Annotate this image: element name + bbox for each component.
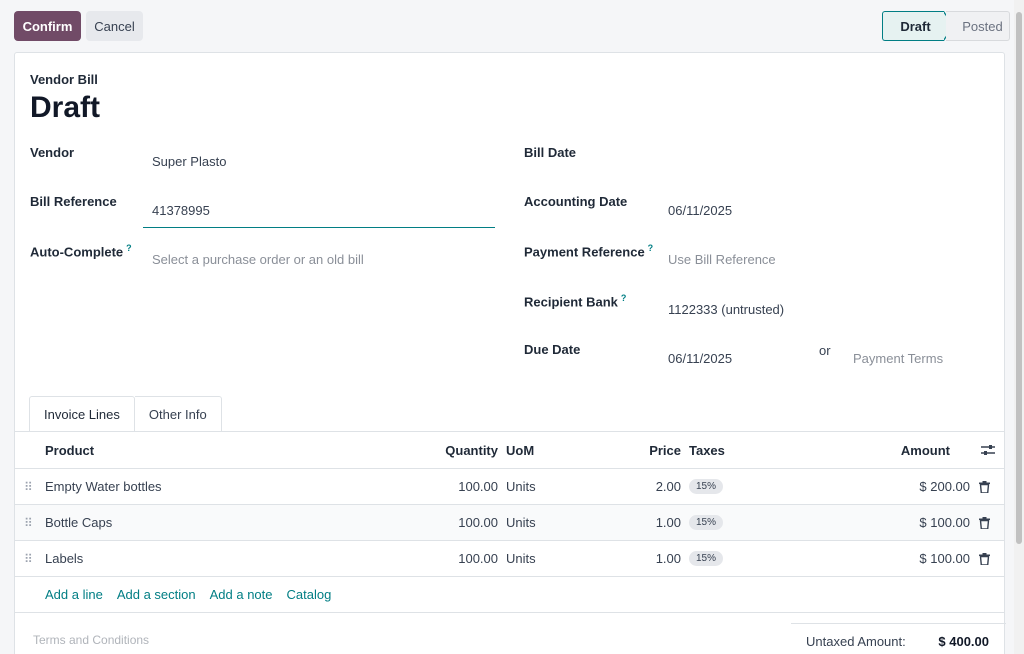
bill-reference-label: Bill Reference (30, 194, 117, 209)
drag-handle-icon[interactable]: ⠿ (24, 551, 33, 566)
row-taxes[interactable]: 15% (689, 541, 724, 576)
notebook-tabs: Invoice Lines Other Info (29, 396, 222, 432)
row-price[interactable]: 2.00 (655, 479, 681, 494)
column-header-product[interactable]: Product (45, 442, 95, 458)
recipient-bank-field[interactable]: 1122333 (untrusted) (668, 302, 785, 317)
cancel-button[interactable]: Cancel (86, 11, 143, 41)
auto-complete-field[interactable]: Select a purchase order or an old bill (152, 252, 364, 267)
drag-handle-icon[interactable]: ⠿ (24, 479, 33, 494)
column-header-price[interactable]: Price (649, 442, 681, 458)
row-price[interactable]: 1.00 (655, 551, 681, 566)
row-uom[interactable]: Units (506, 551, 536, 566)
tax-badge: 15% (689, 479, 724, 494)
column-header-uom[interactable]: UoM (506, 442, 535, 458)
due-date-field[interactable]: 06/11/2025 (668, 351, 733, 366)
payment-reference-label: Payment Reference? (524, 243, 654, 260)
untaxed-amount-label: Untaxed Amount: (806, 634, 906, 649)
bill-date-field[interactable] (668, 154, 818, 170)
column-header-amount[interactable]: Amount (900, 442, 950, 458)
help-icon[interactable]: ? (126, 243, 132, 253)
add-line-link[interactable]: Add a line (45, 587, 103, 602)
form-sheet: Vendor Bill Draft Vendor Super Plasto Bi… (14, 52, 1006, 654)
row-product[interactable]: Labels (45, 551, 84, 566)
tabs-divider (15, 431, 1004, 432)
vendor-field[interactable]: Super Plasto (152, 154, 227, 169)
table-row[interactable]: ⠿ Labels 100.00 Units 1.00 15% $ 100.00 (15, 541, 1004, 577)
column-header-taxes[interactable]: Taxes (689, 442, 725, 458)
bill-reference-underline (143, 227, 495, 228)
accounting-date-label: Accounting Date (524, 194, 628, 209)
table-row[interactable]: ⠿ Bottle Caps 100.00 Units 1.00 15% $ 10… (15, 505, 1004, 541)
payment-reference-field[interactable]: Use Bill Reference (668, 252, 776, 267)
row-price[interactable]: 1.00 (655, 515, 681, 530)
accounting-date-field[interactable]: 06/11/2025 (668, 203, 733, 218)
control-panel: Confirm Cancel Draft Posted (0, 0, 1024, 52)
drag-handle-icon[interactable]: ⠿ (24, 515, 33, 530)
trash-icon[interactable] (977, 469, 991, 504)
confirm-button[interactable]: Confirm (14, 11, 81, 41)
help-icon[interactable]: ? (647, 243, 654, 253)
status-bar: Draft Posted (882, 11, 1010, 41)
payment-terms-field[interactable]: Payment Terms (853, 351, 944, 366)
add-section-link[interactable]: Add a section (116, 587, 196, 602)
bill-reference-field[interactable]: 41378995 (152, 203, 210, 218)
row-quantity[interactable]: 100.00 (458, 515, 498, 530)
scrollbar[interactable] (1014, 0, 1024, 654)
tax-badge: 15% (689, 515, 724, 530)
document-type: Vendor Bill (30, 72, 98, 87)
table-header: Product Quantity UoM Price Taxes Amount (15, 432, 1004, 469)
terms-conditions-field[interactable]: Terms and Conditions (33, 633, 150, 647)
add-note-link[interactable]: Add a note (209, 587, 273, 602)
row-uom[interactable]: Units (506, 479, 536, 494)
untaxed-amount-value: $ 400.00 (938, 634, 989, 649)
invoice-lines-table: Product Quantity UoM Price Taxes Amount … (15, 432, 1004, 613)
column-header-quantity[interactable]: Quantity (445, 442, 498, 458)
due-date-label: Due Date (524, 342, 581, 357)
help-icon[interactable]: ? (620, 293, 627, 303)
row-amount: $ 100.00 (919, 515, 970, 530)
row-taxes[interactable]: 15% (689, 505, 724, 540)
scrollbar-thumb[interactable] (1016, 12, 1022, 544)
page-title: Draft (30, 91, 101, 124)
recipient-bank-label: Recipient Bank? (524, 293, 627, 310)
row-product[interactable]: Empty Water bottles (45, 479, 162, 494)
catalog-link[interactable]: Catalog (286, 587, 332, 602)
tab-other-info[interactable]: Other Info (134, 396, 222, 432)
row-amount: $ 100.00 (919, 551, 970, 566)
tax-badge: 15% (689, 551, 724, 566)
add-line-controls: Add a line Add a section Add a note Cata… (15, 577, 1004, 613)
stage-posted[interactable]: Posted (946, 11, 1010, 41)
auto-complete-label: Auto-Complete? (30, 243, 132, 260)
trash-icon[interactable] (977, 505, 991, 540)
totals-box: Untaxed Amount: $ 400.00 (791, 623, 1006, 653)
sliders-icon[interactable] (980, 432, 996, 468)
row-quantity[interactable]: 100.00 (458, 551, 498, 566)
vendor-label: Vendor (30, 145, 75, 160)
due-date-or-label: or (819, 343, 831, 358)
row-uom[interactable]: Units (506, 515, 536, 530)
bill-date-label: Bill Date (524, 145, 577, 160)
row-taxes[interactable]: 15% (689, 469, 724, 504)
row-product[interactable]: Bottle Caps (45, 515, 113, 530)
tab-invoice-lines[interactable]: Invoice Lines (29, 396, 135, 432)
row-amount: $ 200.00 (919, 479, 970, 494)
row-quantity[interactable]: 100.00 (458, 479, 498, 494)
stage-draft[interactable]: Draft (882, 11, 944, 41)
trash-icon[interactable] (977, 541, 991, 576)
table-row[interactable]: ⠿ Empty Water bottles 100.00 Units 2.00 … (15, 469, 1004, 505)
